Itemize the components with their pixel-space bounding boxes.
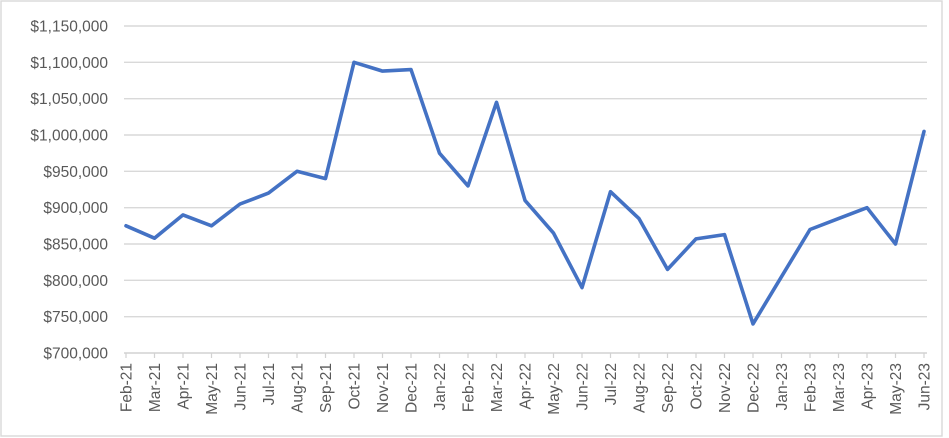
x-axis-tick-label: Sep-21 bbox=[318, 363, 335, 413]
x-axis-tick-label: May-22 bbox=[546, 363, 563, 415]
y-axis-tick-label: $950,000 bbox=[43, 164, 108, 181]
x-axis-tick-label: Jan-22 bbox=[432, 363, 449, 410]
x-axis-tick-label: Apr-22 bbox=[518, 363, 535, 410]
y-axis-tick-label: $850,000 bbox=[43, 237, 108, 254]
x-axis-tick-label: Jun-21 bbox=[233, 363, 250, 410]
y-axis-tick-label: $900,000 bbox=[43, 200, 108, 217]
x-axis-tick-label: Feb-22 bbox=[461, 363, 478, 412]
data-line-series bbox=[124, 60, 926, 326]
x-axis-tick-label: Sep-22 bbox=[660, 363, 677, 413]
y-axis-tick-label: $1,150,000 bbox=[30, 19, 108, 36]
x-axis-tick-label: Feb-23 bbox=[803, 363, 820, 412]
x-axis-tick-label: Jun-23 bbox=[917, 363, 934, 410]
x-axis-tick-label: Aug-21 bbox=[290, 363, 307, 413]
x-axis-tick-label: Feb-21 bbox=[119, 363, 136, 412]
y-axis-tick-label: $1,050,000 bbox=[30, 91, 108, 108]
x-axis-tick-label: Dec-21 bbox=[404, 363, 421, 413]
y-axis-tick-label: $700,000 bbox=[43, 346, 108, 363]
y-axis-tick-label: $1,000,000 bbox=[30, 128, 108, 145]
x-axis-tick-label: Nov-22 bbox=[717, 363, 734, 413]
y-axis-tick-label: $1,100,000 bbox=[30, 55, 108, 72]
y-axis-tick-label: $800,000 bbox=[43, 273, 108, 290]
x-axis-tick-label: Aug-22 bbox=[632, 363, 649, 413]
x-axis-tick-label: Jul-21 bbox=[261, 363, 278, 405]
x-axis-tick-label: Apr-23 bbox=[860, 363, 877, 410]
x-axis-tick-label: Mar-21 bbox=[147, 363, 164, 412]
x-axis-tick-label: Mar-22 bbox=[489, 363, 506, 412]
y-axis-tick-label: $750,000 bbox=[43, 309, 108, 326]
x-axis-tick-label: Jul-22 bbox=[603, 363, 620, 405]
x-axis-tick-label: Jun-22 bbox=[575, 363, 592, 410]
x-axis-tick-label: Jan-23 bbox=[774, 363, 791, 410]
x-axis-tick-label: Oct-22 bbox=[689, 363, 706, 410]
x-axis-tick-label: Nov-21 bbox=[375, 363, 392, 413]
x-axis-tick-label: Oct-21 bbox=[347, 363, 364, 410]
x-axis-tick-label: May-23 bbox=[888, 363, 905, 415]
x-axis-tick-label: Dec-22 bbox=[746, 363, 763, 413]
x-axis-tick-label: Mar-23 bbox=[831, 363, 848, 412]
x-axis-tick-label: May-21 bbox=[204, 363, 221, 415]
x-axis-tick-label: Apr-21 bbox=[176, 363, 193, 410]
